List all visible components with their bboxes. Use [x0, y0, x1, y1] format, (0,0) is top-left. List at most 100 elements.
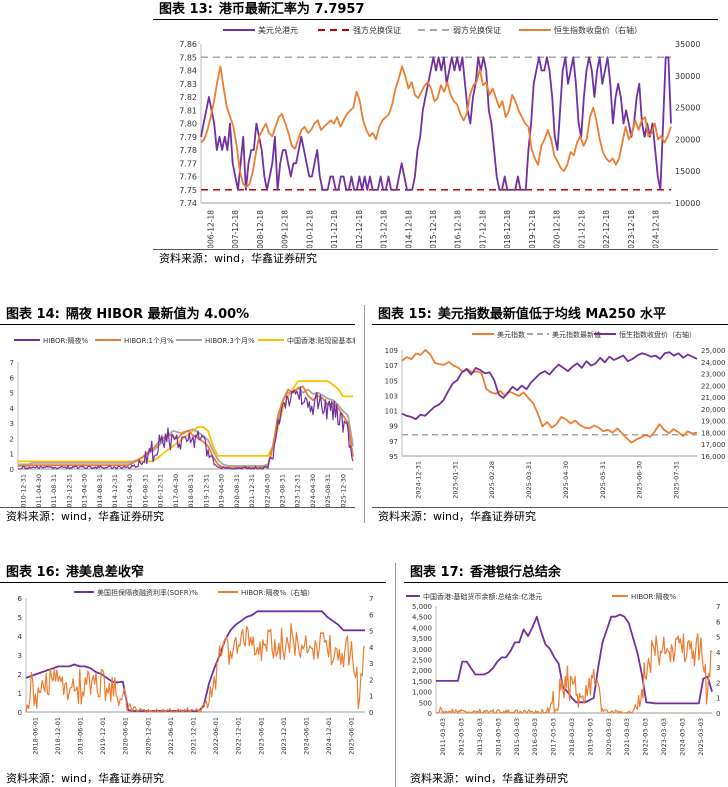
c15-x-tick-3: 2025-03-31 — [525, 461, 533, 499]
c17-y-tick-0: 5,000 — [412, 603, 432, 611]
c13-y2-tick-5: 10000 — [675, 199, 700, 208]
c15-y-tick-2: 105 — [385, 377, 398, 385]
c15-x-tick-1: 2025-01-31 — [451, 461, 459, 499]
c13-x-tick-16: 2022-12-18 — [602, 210, 611, 248]
c13-y-tick-10: 7.76 — [179, 173, 197, 182]
c15-legend-label-1: 美元指数最新值 — [552, 330, 601, 339]
c13-legend-label-1: 强方兑换保证 — [353, 25, 401, 35]
c16-x-tick-12: 2024-06-01 — [303, 717, 311, 755]
c14-x-tick-4: 2013-04-30 — [81, 474, 89, 507]
c15-y-tick-7: 95 — [389, 453, 398, 461]
c15-y2-tick-8: 17,000 — [701, 441, 726, 449]
c16-y-tick-0: 6 — [18, 595, 23, 603]
c14-y-tick-0: 7 — [10, 359, 14, 367]
c13-y-tick-6: 7.80 — [179, 120, 197, 129]
c16-y-tick-5: 1 — [18, 690, 22, 698]
c14-legend-label-1: HIBOR:1个月% — [124, 337, 174, 345]
c16-x-tick-3: 2019-12-01 — [99, 717, 107, 755]
c17-legend-label-0: 中国香港:基础货币余额:总结余:亿港元 — [423, 592, 542, 601]
c15-legend-label-2: 恒生指数收盘价（右轴） — [619, 330, 696, 339]
c16-x-tick-8: 2022-06-01 — [212, 717, 220, 755]
c13-series-1 — [200, 65, 672, 188]
c13-x-tick-0: 2006-12-18 — [206, 210, 215, 248]
c14-x-tick-3: 2012-12-31 — [65, 474, 73, 507]
c14-y-tick-4: 3 — [10, 420, 14, 428]
c14-x-tick-1: 2011-04-30 — [35, 474, 43, 507]
c16-legend-label-0: 美国担保隔夜融资利率(SOFR)% — [97, 588, 198, 597]
c13-y-tick-2: 7.84 — [179, 67, 197, 76]
c14-y-tick-6: 1 — [10, 451, 14, 459]
c17-series-0 — [436, 613, 713, 705]
c15-y2-tick-3: 22,000 — [701, 382, 726, 390]
c16-x-tick-0: 2018-06-01 — [31, 717, 39, 755]
c14-x-tick-2: 2011-08-31 — [50, 474, 58, 507]
c15-x-tick-0: 2024-12-31 — [414, 461, 422, 499]
c16-series-1 — [25, 623, 366, 713]
c17-series-1 — [435, 633, 713, 714]
source-note-17: 资料来源：wind，华鑫证券研究 — [410, 772, 569, 785]
c13-x-tick-8: 2014-12-18 — [404, 210, 413, 248]
c17-y-tick-9: 500 — [419, 699, 432, 707]
c17-x-tick-1: 2012-03-03 — [458, 718, 466, 756]
c14-x-tick-13: 2019-04-30 — [218, 474, 226, 507]
c15-series-0 — [401, 349, 698, 444]
c17-y-tick-5: 2,500 — [412, 657, 432, 665]
c13-x-tick-2: 2008-12-18 — [256, 210, 265, 248]
c13-legend-label-2: 弱方兑换保证 — [453, 25, 501, 35]
c15-y2-tick-9: 16,000 — [701, 453, 726, 461]
chart-15-plot: 美元指数 美元指数最新值 恒生指数收盘价（右轴） 109 107 105 103 101 99 9… — [385, 330, 726, 499]
chart-panel-16: 图表 16: 港美息差收窄 美国担保隔夜融资利率(SOFR)% HIBOR:隔夜%（… — [0, 563, 386, 787]
c13-x-tick-13: 2019-12-18 — [528, 210, 537, 248]
c13-y2-tick-2: 25000 — [675, 104, 700, 113]
c13-x-tick-12: 2018-12-18 — [503, 210, 512, 248]
c16-y-tick-6: 0 — [18, 709, 22, 717]
c15-x-tick-2: 2025-02-28 — [488, 461, 496, 499]
panel-divider — [364, 305, 365, 523]
c17-legend-label-1: HIBOR:隔夜% — [631, 592, 677, 601]
panel-divider-2 — [395, 563, 396, 787]
c17-y-tick-4: 3,000 — [412, 646, 432, 654]
c13-x-tick-5: 2011-12-18 — [330, 210, 339, 248]
c14-series-3 — [18, 386, 354, 470]
c17-x-tick-2: 2013-03-03 — [476, 718, 484, 756]
c17-y-tick-7: 1,500 — [412, 678, 432, 686]
c16-x-tick-13: 2024-12-01 — [325, 717, 333, 755]
c17-y2-tick-6: 1 — [716, 695, 720, 703]
c15-x-tick-7: 2025-07-31 — [673, 461, 681, 499]
c17-y-tick-10: 0 — [428, 710, 432, 718]
c14-x-tick-18: 2023-12-31 — [294, 474, 302, 507]
c15-legend-label-0: 美元指数 — [497, 330, 525, 339]
c13-y-tick-7: 7.79 — [179, 133, 197, 142]
c14-y-tick-5: 2 — [10, 435, 14, 443]
c15-y-tick-0: 109 — [385, 347, 398, 355]
chart-13-plot: 美元兑港元 强方兑换保证 弱方兑换保证 恒生指数收盘价（右轴） 7.86 7.85 7.84… — [179, 25, 700, 248]
c13-x-tick-10: 2016-12-18 — [454, 210, 463, 248]
c13-y2-tick-0: 35000 — [675, 40, 700, 49]
c14-series-2 — [18, 385, 354, 469]
c17-y2-tick-5: 2 — [716, 679, 720, 687]
c13-y-tick-9: 7.77 — [179, 159, 197, 168]
c16-x-tick-7: 2021-12-01 — [190, 717, 198, 755]
c13-y-tick-5: 7.81 — [179, 106, 197, 115]
c15-x-tick-5: 2025-05-31 — [599, 461, 607, 499]
c17-x-tick-12: 2023-03-03 — [660, 718, 668, 756]
c16-y2-tick-1: 6 — [369, 611, 374, 619]
c17-x-tick-5: 2016-03-03 — [531, 718, 539, 756]
chart-title-13: 图表 13: 港币最新汇率为 7.7957 — [153, 0, 718, 20]
c16-x-tick-4: 2020-06-01 — [122, 717, 130, 755]
c14-y-tick-2: 5 — [10, 390, 14, 398]
c13-x-tick-1: 2007-12-18 — [231, 210, 240, 248]
c13-x-tick-6: 2012-12-18 — [355, 210, 364, 248]
c15-y2-tick-2: 23,000 — [701, 371, 726, 379]
c17-x-tick-0: 2011-03-03 — [439, 718, 447, 756]
c16-y2-tick-5: 2 — [369, 676, 373, 684]
c17-x-tick-6: 2017-03-03 — [550, 718, 558, 756]
c14-x-tick-10: 2017-04-30 — [172, 474, 180, 507]
c14-x-tick-6: 2014-12-31 — [111, 474, 119, 507]
c16-y-tick-4: 2 — [18, 671, 22, 679]
c16-y2-tick-2: 5 — [369, 628, 373, 636]
c17-y-tick-8: 1,000 — [412, 689, 432, 697]
c13-x-tick-11: 2017-12-18 — [478, 210, 487, 248]
c16-x-tick-10: 2023-06-01 — [257, 717, 265, 755]
c14-y-tick-3: 4 — [10, 405, 15, 413]
